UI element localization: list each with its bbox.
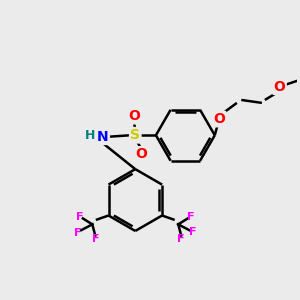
Text: F: F [76,212,84,222]
Text: F: F [92,234,99,244]
Text: N: N [97,130,109,144]
Text: F: F [74,228,81,238]
Text: O: O [128,109,140,123]
Text: F: F [177,234,185,244]
Text: O: O [213,112,225,126]
Text: H: H [85,129,95,142]
Text: S: S [130,128,140,142]
Text: F: F [189,227,197,237]
Text: F: F [187,212,194,222]
Text: O: O [135,147,147,161]
Text: O: O [274,80,286,94]
